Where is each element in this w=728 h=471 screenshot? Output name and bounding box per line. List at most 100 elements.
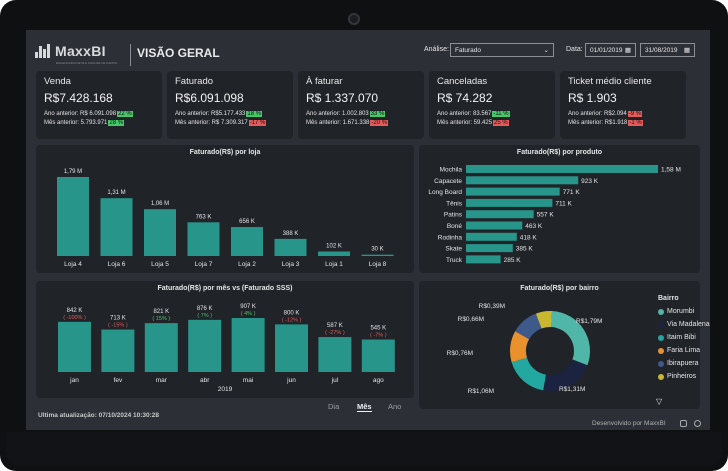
bar-Loja 1 — [318, 251, 350, 256]
legend-item[interactable]: Via Madalena — [658, 321, 710, 328]
x-tick-label: mai — [243, 377, 253, 384]
bar-Loja 2 — [231, 227, 263, 256]
kpi-value: R$6.091.098 — [175, 91, 244, 105]
kpi-prev-month: Mês anterior: R$1.918 -1 % — [568, 120, 678, 126]
legend-label: Morumbi — [667, 308, 695, 315]
x-tick-label: abr — [200, 377, 210, 384]
y-tick-label: Tênis — [446, 200, 463, 207]
logo-icon — [35, 44, 51, 58]
kpi-prev-month-badge: -20 % — [370, 120, 389, 126]
whatsapp-icon[interactable] — [694, 420, 701, 427]
chart-bairro: R$1,79M R$1,31M R$1,06M R$0,76M R$0,66M R$0,3… — [447, 303, 603, 395]
bar-Loja 5 — [144, 209, 176, 256]
kpi-prev-year: Ano anterior: R$ 6.091.098 22 % — [44, 111, 154, 117]
toggle-mes[interactable]: Mês — [357, 402, 372, 412]
kpi-prev-month-label: Mês anterior: 1.671.338 — [306, 120, 370, 126]
slice-Faria Lima — [510, 331, 530, 363]
bar-label: 102 K — [326, 243, 342, 249]
kpi-prev-month-badge: 25 % — [493, 120, 509, 126]
slice-Ibirapuera — [515, 313, 542, 340]
legend-item[interactable]: Pinheiros — [658, 373, 696, 380]
bar-label: 463 K — [525, 223, 543, 230]
slice-Pinheiros — [535, 311, 552, 329]
date-to-value: 31/08/2019 — [645, 46, 678, 54]
x-tick-label: ago — [373, 377, 384, 384]
bar-mai — [231, 318, 265, 372]
bar-Tênis — [466, 198, 553, 207]
bar-Patins — [466, 210, 534, 219]
kpi-prev-year-label: Ano anterior: 1.002.803 — [306, 111, 369, 117]
kpi-value: R$ 1.337.070 — [306, 91, 379, 105]
instagram-icon[interactable] — [680, 420, 687, 427]
kpi-card-2: À faturar R$ 1.337.070 Ano anterior: 1.002… — [298, 71, 424, 139]
kpi-prev-year-badge: -11 % — [492, 111, 510, 117]
bar-label: 1,79 M — [64, 169, 82, 175]
toggle-dia[interactable]: Dia — [328, 402, 340, 411]
legend-item[interactable]: Morumbi — [658, 308, 694, 315]
analise-value: Faturado — [455, 46, 482, 54]
bar-Rodinha — [466, 232, 517, 241]
x-tick-label: jan — [69, 377, 79, 384]
bar-Loja 8 — [361, 254, 394, 256]
bar-label: 713 K — [110, 316, 126, 322]
kpi-prev-month-label: Mês anterior: 5.793.971 — [44, 120, 108, 126]
bar-Loja 4 — [57, 177, 89, 256]
legend-label: Itaim Bibi — [667, 334, 696, 341]
camera — [348, 13, 360, 25]
y-tick-label: Rodinha — [438, 234, 463, 241]
legend-item[interactable]: Faria Lima — [658, 347, 700, 354]
kpi-prev-year-badge: -9 % — [627, 111, 643, 117]
kpi-prev-month: Mês anterior: 5.793.971 28 % — [44, 120, 154, 126]
slice-Morumbi — [551, 311, 590, 366]
bar-label: 907 K — [240, 304, 256, 310]
kpi-title: Faturado — [175, 76, 214, 87]
kpi-title: À faturar — [306, 76, 343, 87]
bar-label: 557 K — [537, 212, 555, 219]
chart-loja: 1,79 M Loja 4 1,31 M Loja 6 1,06 M Loja 5 763 … — [57, 169, 394, 268]
bar-Skate — [466, 244, 513, 253]
kpi-value: R$7.428.168 — [44, 91, 113, 105]
kpi-prev-month-label: Mês anterior: 59.425 — [437, 120, 493, 126]
bar-label: 771 K — [563, 189, 581, 196]
date-from-value: 01/01/2019 — [590, 46, 623, 54]
x-axis-label: 2019 — [218, 386, 233, 393]
y-tick-label: Capacete — [434, 178, 462, 185]
toggle-ano[interactable]: Ano — [388, 402, 402, 411]
x-tick-label: jul — [331, 377, 339, 384]
kpi-prev-year-label: Ano anterior: R$ 6.091.098 — [44, 111, 117, 117]
bar-label: 388 K — [283, 231, 299, 237]
bar-ago — [361, 339, 395, 372]
analise-select[interactable]: Faturado ⌄ — [450, 43, 554, 57]
bar-fev — [101, 329, 135, 372]
y-tick-label: Skate — [445, 246, 462, 253]
legend-dot-icon — [658, 334, 664, 341]
kpi-card-0: Venda R$7.428.168 Ano anterior: R$ 6.091.0… — [36, 71, 162, 139]
bar-jun — [275, 324, 308, 372]
kpi-title: Canceladas — [437, 76, 488, 87]
kpi-prev-year-badge: 33 % — [369, 111, 386, 117]
chart-bairro-title: Faturado(R$) por bairro — [520, 285, 599, 292]
page-title: VISÃO GERAL — [137, 46, 220, 60]
bar-label: 1,58 M — [661, 167, 681, 174]
date-from-input[interactable]: 01/01/2019 ▦ — [585, 43, 636, 57]
x-tick-label: Loja 2 — [238, 261, 256, 268]
date-to-input[interactable]: 31/08/2019 ▦ — [640, 43, 695, 57]
bar-Loja 7 — [187, 222, 220, 256]
x-tick-label: Loja 7 — [195, 261, 213, 268]
kpi-prev-year-badge: 22 % — [117, 111, 133, 117]
scroll-down-icon[interactable]: ▽ — [656, 397, 663, 406]
kpi-card-3: Canceladas R$ 74.282 Ano anterior: 83.567-… — [429, 71, 555, 139]
legend-dot-icon — [658, 308, 664, 315]
chevron-down-icon: ⌄ — [543, 47, 549, 54]
bar-label: 842 K — [67, 308, 83, 314]
legend-item[interactable]: Itaim Bibi — [658, 334, 696, 341]
bar-label: 587 K — [327, 323, 343, 329]
x-tick-label: Loja 1 — [325, 261, 343, 268]
sss-label: ( -100% ) — [63, 315, 86, 321]
bar-label: 923 K — [581, 178, 599, 185]
kpi-prev-month-badge: -1 % — [628, 120, 643, 126]
header-divider — [130, 44, 131, 66]
bar-label: 800 K — [284, 310, 300, 316]
legend-item[interactable]: Ibirapuera — [658, 360, 699, 367]
